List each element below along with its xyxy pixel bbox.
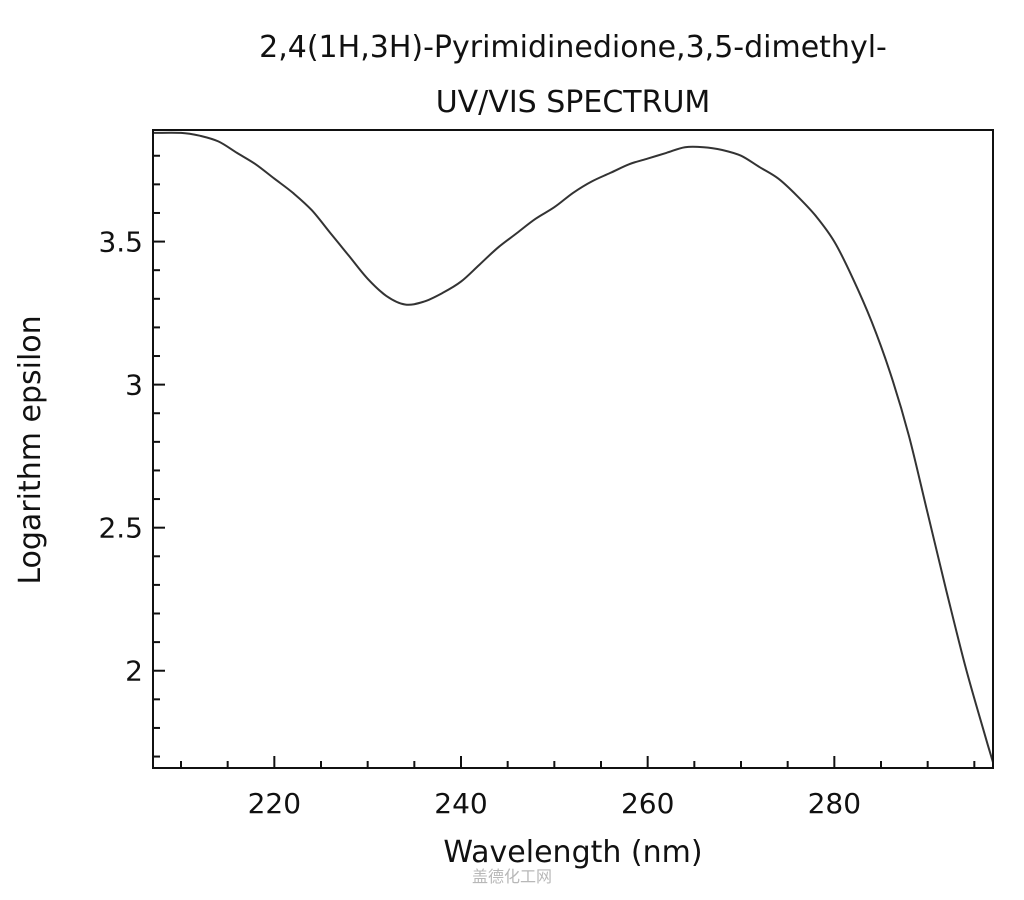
plot-frame <box>152 129 994 769</box>
tick-labels: 220 240 260 280 2 2.5 3 3.5 <box>98 226 861 820</box>
x-axis-label: Wavelength (nm) <box>443 835 702 870</box>
x-tick-label: 280 <box>808 787 861 820</box>
tick-marks <box>153 154 976 768</box>
x-tick-label: 240 <box>434 787 487 820</box>
chart-title: 2,4(1H,3H)-Pyrimidinedione,3,5-dimethyl- <box>259 30 887 65</box>
y-tick-label: 2.5 <box>98 512 143 545</box>
y-tick-label: 3.5 <box>98 226 143 259</box>
series-line <box>152 131 994 763</box>
x-tick-label: 220 <box>248 787 301 820</box>
chart-subtitle: UV/VIS SPECTRUM <box>436 85 711 120</box>
y-tick-label: 3 <box>125 369 143 402</box>
y-tick-label: 2 <box>125 655 143 688</box>
y-axis-label: Logarithm epsilon <box>13 315 48 584</box>
watermark: 盖德化工网 <box>472 867 552 886</box>
x-tick-label: 260 <box>621 787 674 820</box>
